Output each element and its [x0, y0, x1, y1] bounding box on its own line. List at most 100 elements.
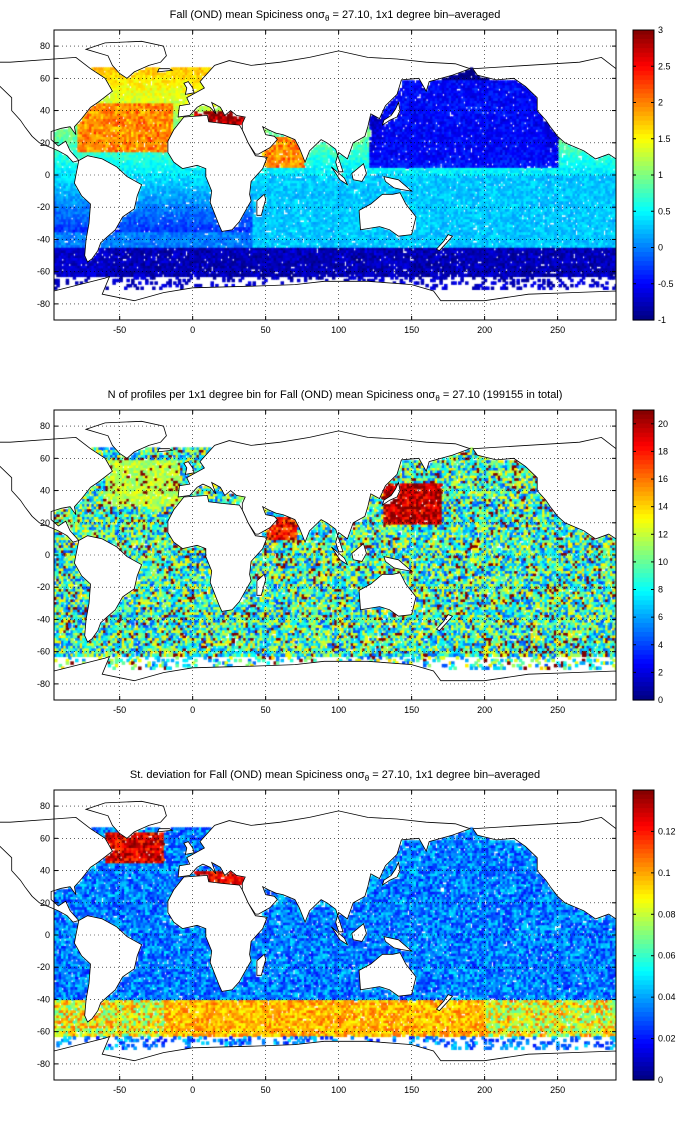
colorbar-step: [633, 690, 654, 697]
colorbar: 0.12 0.1 0.08 0.06 0.04 0.02 0: [632, 789, 676, 1085]
colorbar-tick-label: 0: [658, 1075, 663, 1085]
colorbar-step: [633, 1039, 654, 1045]
x-tick-label: -50: [113, 705, 126, 715]
chart-title-main: Fall (OND) mean Spiciness on: [170, 9, 319, 21]
colorbar-step: [633, 622, 654, 629]
y-tick-label: -40: [37, 614, 50, 624]
colorbar-step: [633, 523, 654, 529]
colorbar-step: [633, 916, 654, 923]
colorbar-step: [633, 880, 654, 886]
colorbar-step: [633, 410, 654, 416]
colorbar-step: [633, 654, 654, 660]
colorbar-step: [633, 138, 654, 144]
colorbar-step: [633, 500, 654, 506]
colorbar-step: [633, 1070, 654, 1077]
colorbar-step: [633, 1007, 654, 1013]
coastline: [84, 420, 167, 459]
colorbar-step: [633, 545, 654, 552]
colorbar-step: [633, 686, 654, 692]
colorbar-step: [633, 921, 654, 927]
colorbar-step: [633, 998, 654, 1004]
colorbar-step: [633, 591, 654, 597]
colorbar-step: [633, 306, 654, 312]
colorbar-tick-label: 2.5: [658, 61, 671, 71]
coastline: [435, 234, 454, 252]
colorbar-step: [633, 165, 654, 172]
colorbar-step: [633, 677, 654, 683]
colorbar-step: [633, 559, 654, 565]
colorbar-step: [633, 170, 654, 176]
y-tick-label: -40: [37, 234, 50, 244]
colorbar-step: [633, 233, 654, 240]
colorbar-step: [633, 473, 654, 479]
colorbar-step: [633, 568, 654, 574]
colorbar-step: [633, 555, 654, 561]
coastline: [53, 655, 617, 701]
colorbar-step: [633, 134, 654, 140]
colorbar-step: [633, 1057, 654, 1063]
colorbar-step: [633, 188, 654, 194]
colorbar-step: [633, 156, 654, 163]
coastline: [183, 461, 195, 475]
coastline: [358, 572, 417, 617]
coastline: [381, 101, 401, 127]
colorbar-step: [633, 432, 654, 438]
colorbar-step: [633, 88, 654, 95]
coastline: [351, 163, 367, 182]
x-tick-label: 0: [190, 705, 195, 715]
colorbar-step: [633, 586, 654, 592]
coastline: [183, 841, 195, 855]
colorbar-step: [633, 496, 654, 502]
y-tick-label: -40: [37, 994, 50, 1004]
colorbar-step: [633, 1075, 654, 1081]
colorbar-step: [633, 1016, 654, 1022]
colorbar-tick-label: 3: [658, 25, 663, 35]
x-tick-label: 100: [331, 1085, 346, 1095]
colorbar-step: [633, 627, 654, 633]
coastline: [53, 1035, 617, 1081]
profile-count-panel: N of profiles per 1x1 degree bin for Fal…: [0, 380, 696, 760]
colorbar-step: [633, 641, 654, 647]
colorbar-step: [633, 962, 654, 968]
colorbar-step: [633, 953, 654, 959]
colorbar-step: [633, 143, 654, 149]
colorbar-frame: [632, 409, 655, 701]
chart-svg: St. deviation for Fall (OND) mean Spicin…: [0, 769, 676, 1095]
y-tick-label: -60: [37, 1027, 50, 1037]
colorbar-step: [633, 650, 654, 656]
colorbar-step: [633, 107, 654, 113]
coastline: [177, 50, 472, 173]
y-tick-label: 40: [40, 866, 50, 876]
y-tick-label: -20: [37, 582, 50, 592]
y-tick-label: 0: [45, 170, 50, 180]
colorbar-step: [633, 799, 654, 805]
colorbar-step: [633, 446, 654, 452]
y-tick-label: 40: [40, 106, 50, 116]
colorbar-tick-label: 2: [658, 98, 663, 108]
colorbar-step: [633, 252, 654, 258]
colorbar-step: [633, 70, 654, 76]
colorbar-step: [633, 930, 654, 936]
colorbar-step: [633, 75, 654, 81]
y-tick-label: 0: [45, 550, 50, 560]
colorbar-step: [633, 835, 654, 841]
x-tick-label: 50: [261, 1085, 271, 1095]
colorbar-tick-label: 1.5: [658, 134, 671, 144]
colorbar-step: [633, 477, 654, 484]
colorbar-step: [633, 876, 654, 882]
colorbar-step: [633, 1021, 654, 1027]
chart-title-subscript: θ: [325, 14, 330, 23]
coastline: [177, 430, 472, 553]
colorbar-step: [633, 808, 654, 814]
coastline: [358, 192, 417, 237]
coastline: [435, 614, 454, 632]
colorbar-step: [633, 514, 654, 520]
colorbar-step: [633, 632, 654, 638]
colorbar-step: [633, 944, 654, 950]
colorbar-step: [633, 52, 654, 58]
coastline: [156, 68, 174, 73]
coastline: [381, 861, 401, 887]
colorbar-step: [633, 152, 654, 158]
colorbar-step: [633, 862, 654, 868]
colorbar-step: [633, 116, 654, 122]
